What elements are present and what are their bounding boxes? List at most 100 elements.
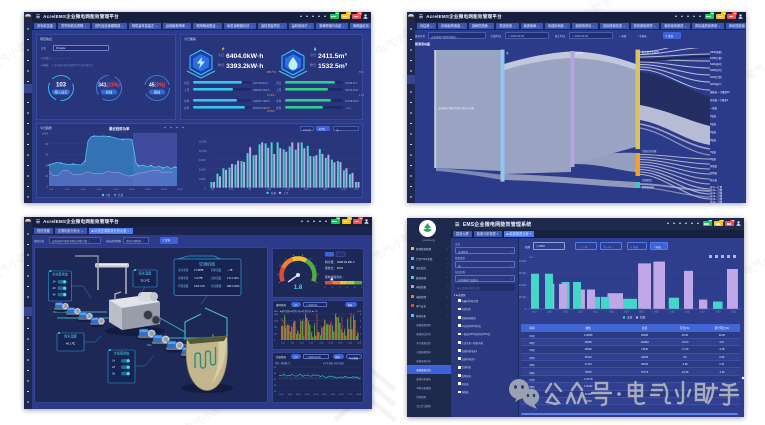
svg-text:24:00: 24:00 <box>177 189 183 191</box>
svg-text:上月: 上月 <box>283 191 289 195</box>
svg-text:21:00: 21:00 <box>313 394 318 396</box>
svg-text:负荷: 负荷 <box>118 193 124 197</box>
svg-text:12月: 12月 <box>700 310 705 314</box>
svg-text:一级表: 一级表 <box>710 106 718 110</box>
svg-text:22日: 22日 <box>341 188 346 191</box>
svg-text:表11—计量: 表11—计量 <box>710 185 723 189</box>
svg-text:0: 0 <box>360 340 361 342</box>
svg-text:25日: 25日 <box>354 188 359 191</box>
svg-text:上月: 上月 <box>276 88 282 92</box>
svg-text:60: 60 <box>45 154 48 157</box>
svg-text:勤力及学生宿舍: 勤力及学生宿舍 <box>642 50 659 54</box>
svg-text:4日: 4日 <box>229 188 233 191</box>
svg-text:2411.5m³: 2411.5m³ <box>318 53 347 60</box>
svg-text:充电桩—计量表2: 充电桩—计量表2 <box>710 98 729 102</box>
svg-text:1类: 1类 <box>106 193 110 197</box>
svg-text:3:00: 3:00 <box>291 343 295 345</box>
svg-text:03月: 03月 <box>563 310 568 314</box>
svg-text:06月: 06月 <box>609 310 614 314</box>
svg-text:294943.3kW·h: 294943.3kW·h <box>253 88 270 92</box>
svg-text:12:00: 12:00 <box>113 189 119 191</box>
svg-text:3393.2kW·h: 3393.2kW·h <box>226 63 263 70</box>
svg-text:冷冻泵状态: 冷冻泵状态 <box>52 272 69 277</box>
svg-text:0: 0 <box>204 188 206 191</box>
svg-text:照明表: 照明表 <box>710 171 718 175</box>
svg-text:3:00: 3:00 <box>65 189 70 191</box>
svg-text:1.8: 1.8 <box>294 285 303 291</box>
svg-text:表14—计量: 表14—计量 <box>710 194 723 198</box>
svg-text:12:00: 12:00 <box>319 343 324 345</box>
svg-text:能效等级状态：: 能效等级状态： <box>325 275 345 279</box>
svg-text:■逐时能耗 ■具体分析 ■负荷分析 ■COP: ■逐时能耗 ■具体分析 ■负荷分析 ■COP <box>280 309 319 313</box>
svg-text:2: 2 <box>360 334 361 336</box>
svg-text:3#: 3# <box>53 292 56 296</box>
svg-text:1050: 1050 <box>274 321 278 323</box>
svg-text:19:00: 19:00 <box>305 394 310 396</box>
svg-text:24:00: 24:00 <box>357 343 362 345</box>
svg-text:18:00: 18:00 <box>338 343 343 345</box>
svg-text:3级表: 3级表 <box>710 130 717 134</box>
svg-text:今日: 今日 <box>218 52 224 57</box>
svg-text:40.1℃: 40.1℃ <box>66 342 76 346</box>
svg-text:13月: 13月 <box>716 310 721 314</box>
svg-text:昨日: 昨日 <box>310 62 316 67</box>
svg-text:0: 0 <box>47 186 49 189</box>
svg-text:171.1 kPa: 171.1 kPa <box>227 276 239 280</box>
svg-text:1532.5m³: 1532.5m³ <box>318 63 348 70</box>
svg-text:6220(按户): 6220(按户) <box>710 82 722 86</box>
svg-text:0:00: 0:00 <box>49 189 54 191</box>
svg-text:11月: 11月 <box>685 310 689 314</box>
svg-text:●冷水温度 ●回水温度: ●冷水温度 ●回水温度 <box>323 361 345 365</box>
svg-text:2#: 2# <box>53 286 56 290</box>
svg-text:20271kWh·h: 20271kWh·h <box>253 81 268 85</box>
svg-text:88.7%↑: 88.7%↑ <box>267 70 278 74</box>
svg-text:18:00: 18:00 <box>296 394 301 396</box>
svg-text:行程流量: 行程流量 <box>178 284 189 288</box>
svg-text:16,000: 16,000 <box>199 140 207 143</box>
svg-text:24:00: 24:00 <box>331 394 336 396</box>
svg-text:连準器: 连準器 <box>576 51 584 55</box>
svg-text:6348(计量): 6348(计量) <box>710 56 722 60</box>
svg-text:kWh: kWh <box>529 257 534 259</box>
svg-text:今日: 今日 <box>310 52 316 57</box>
svg-text:100,000: 100,000 <box>519 260 527 263</box>
svg-text:09月: 09月 <box>654 310 659 314</box>
svg-text:75,000: 75,000 <box>519 272 527 275</box>
svg-text:40: 40 <box>45 164 48 167</box>
svg-text:25:00: 25:00 <box>339 394 344 396</box>
svg-text:供水温度: 供水温度 <box>64 334 78 339</box>
svg-text:07月: 07月 <box>624 310 629 314</box>
svg-text:9:00: 9:00 <box>97 189 102 191</box>
svg-text:0: 0 <box>274 340 275 342</box>
svg-text:13日: 13日 <box>285 188 290 191</box>
svg-text:空调机组: 空调机组 <box>199 261 215 267</box>
svg-text:103: 103 <box>56 83 67 89</box>
svg-text:冷却水温: 冷却水温 <box>178 276 189 280</box>
svg-text:2#: 2# <box>53 280 56 284</box>
svg-text:3: 3 <box>347 287 349 289</box>
svg-text:0: 0 <box>525 308 527 311</box>
svg-text:01月: 01月 <box>532 310 537 314</box>
svg-text:接入站点: 接入站点 <box>55 89 69 94</box>
svg-text:本期: 本期 <box>627 316 633 320</box>
svg-text:安科瑞电气股份有限公司办公大楼: 安科瑞电气股份有限公司办公大楼 <box>438 106 474 110</box>
svg-text:10246.5m³: 10246.5m³ <box>345 81 358 85</box>
svg-text:9级表: 9级表 <box>710 157 717 161</box>
svg-text:1级表: 1级表 <box>710 114 717 118</box>
svg-text:5: 5 <box>361 287 363 289</box>
svg-text:28:00: 28:00 <box>356 394 361 396</box>
svg-text:2#: 2# <box>112 365 115 369</box>
svg-text:大厨公共区域: 大厨公共区域 <box>642 149 657 153</box>
svg-text:空调机组: 空调机组 <box>642 178 652 182</box>
svg-text:2级表: 2级表 <box>710 122 717 126</box>
svg-text:表16—计量: 表16—计量 <box>710 200 723 203</box>
svg-text:制冷量： 1060.23 kW·h: 制冷量： 1060.23 kW·h <box>325 260 355 264</box>
svg-text:当日: 当日 <box>184 81 190 85</box>
svg-text:1日: 1日 <box>210 188 214 191</box>
svg-text:45(3%): 45(3%) <box>149 83 165 89</box>
svg-text:350: 350 <box>274 334 277 336</box>
svg-text:0:00: 0:00 <box>281 343 285 345</box>
svg-text:冷冻能耗: 冷冻能耗 <box>211 284 222 288</box>
svg-text:冷却塔状态: 冷却塔状态 <box>114 351 131 356</box>
svg-text:—℃: —℃ <box>227 269 234 272</box>
